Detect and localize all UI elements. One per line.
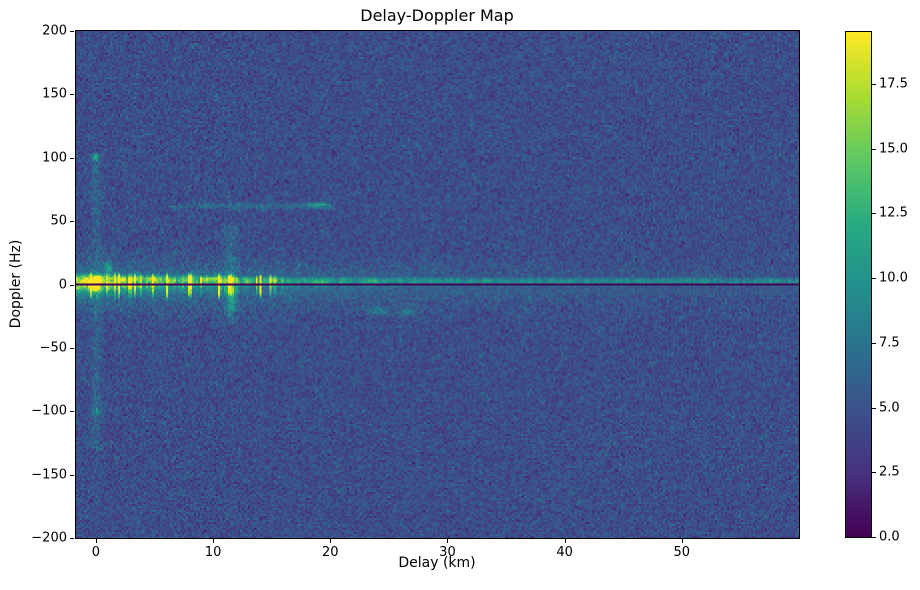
x-tick-mark xyxy=(330,539,332,543)
y-tick-mark xyxy=(70,538,74,539)
y-tick-mark xyxy=(70,157,74,159)
x-tick-mark xyxy=(213,539,215,543)
y-tick-mark xyxy=(70,474,74,476)
y-tick-label: −150 xyxy=(31,467,67,483)
x-tick-label: 50 xyxy=(673,545,691,560)
colorbar-tick-mark xyxy=(872,148,876,150)
colorbar-tick-mark xyxy=(872,278,876,280)
colorbar-tick-mark xyxy=(872,213,876,215)
x-tick-label: 0 xyxy=(91,545,101,560)
colorbar-tick-mark xyxy=(872,407,876,409)
colorbar-tick-label: 10.0 xyxy=(879,270,908,286)
y-tick-label: −50 xyxy=(39,340,67,356)
x-tick-label: 10 xyxy=(204,545,222,560)
y-tick-mark xyxy=(70,221,74,223)
x-tick-label: 20 xyxy=(321,545,339,560)
x-axis-label: Delay (km) xyxy=(398,555,476,571)
colorbar-tick-label: 2.5 xyxy=(879,464,900,480)
colorbar-tick-mark xyxy=(872,472,876,474)
x-tick-mark xyxy=(681,539,683,543)
y-tick-mark xyxy=(70,94,74,96)
chart-title: Delay-Doppler Map xyxy=(360,6,514,25)
y-tick-label: −200 xyxy=(31,530,67,546)
y-tick-mark xyxy=(70,31,74,32)
x-tick-mark xyxy=(447,539,449,543)
colorbar-tick-mark xyxy=(872,537,876,538)
y-tick-mark xyxy=(70,347,74,349)
y-tick-label: 0 xyxy=(58,277,67,292)
heatmap-canvas xyxy=(76,31,799,538)
colorbar-tick-mark xyxy=(872,83,876,85)
y-tick-label: 200 xyxy=(42,23,67,39)
colorbar-gradient-canvas xyxy=(846,32,871,537)
y-tick-label: 50 xyxy=(50,213,67,229)
x-tick-mark xyxy=(564,539,566,543)
x-tick-mark xyxy=(95,539,97,543)
colorbar-tick-label: 15.0 xyxy=(879,141,908,157)
x-tick-label: 40 xyxy=(556,545,573,560)
y-tick-label: −100 xyxy=(31,403,67,419)
y-tick-label: 100 xyxy=(42,150,67,166)
colorbar-tick-label: 7.5 xyxy=(879,335,900,351)
y-tick-mark xyxy=(70,411,74,413)
colorbar-tick-label: 12.5 xyxy=(879,205,908,221)
colorbar-tick-label: 5.0 xyxy=(879,400,900,415)
y-axis-label: Doppler (Hz) xyxy=(8,239,24,329)
x-tick-label: 30 xyxy=(439,545,456,560)
heatmap-plot-area xyxy=(75,30,800,539)
colorbar-tick-label: 17.5 xyxy=(879,76,908,92)
colorbar-tick-label: 0.0 xyxy=(879,529,900,545)
colorbar xyxy=(845,31,872,538)
colorbar-tick-mark xyxy=(872,342,876,344)
y-tick-mark xyxy=(70,284,74,286)
y-tick-label: 150 xyxy=(42,86,67,102)
